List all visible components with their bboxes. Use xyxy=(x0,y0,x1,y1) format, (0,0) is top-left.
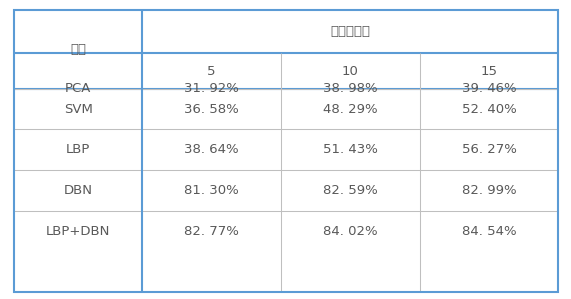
Text: LBP: LBP xyxy=(66,143,90,156)
Text: 84. 54%: 84. 54% xyxy=(462,225,516,238)
Text: 52. 40%: 52. 40% xyxy=(462,103,516,116)
Text: 31. 92%: 31. 92% xyxy=(184,82,239,95)
Text: 38. 64%: 38. 64% xyxy=(184,143,239,156)
Text: 5: 5 xyxy=(207,65,216,77)
Text: 48. 29%: 48. 29% xyxy=(323,103,377,116)
Text: 15: 15 xyxy=(481,65,497,77)
Text: 56. 27%: 56. 27% xyxy=(461,143,517,156)
Text: DBN: DBN xyxy=(64,184,93,197)
Text: 84. 02%: 84. 02% xyxy=(323,225,377,238)
Text: LBP+DBN: LBP+DBN xyxy=(46,225,110,238)
Text: 81. 30%: 81. 30% xyxy=(184,184,239,197)
Text: 36. 58%: 36. 58% xyxy=(184,103,239,116)
Text: 82. 99%: 82. 99% xyxy=(462,184,516,197)
Text: 10: 10 xyxy=(342,65,359,77)
Text: 82. 59%: 82. 59% xyxy=(323,184,377,197)
Text: 39. 46%: 39. 46% xyxy=(462,82,516,95)
Text: 方法: 方法 xyxy=(70,43,86,56)
Text: 38. 98%: 38. 98% xyxy=(323,82,377,95)
Text: 82. 77%: 82. 77% xyxy=(184,225,239,238)
Text: PCA: PCA xyxy=(65,82,91,95)
Text: SVM: SVM xyxy=(64,103,93,116)
Text: 51. 43%: 51. 43% xyxy=(323,143,378,156)
Text: 训练样本数: 训练样本数 xyxy=(330,25,371,38)
